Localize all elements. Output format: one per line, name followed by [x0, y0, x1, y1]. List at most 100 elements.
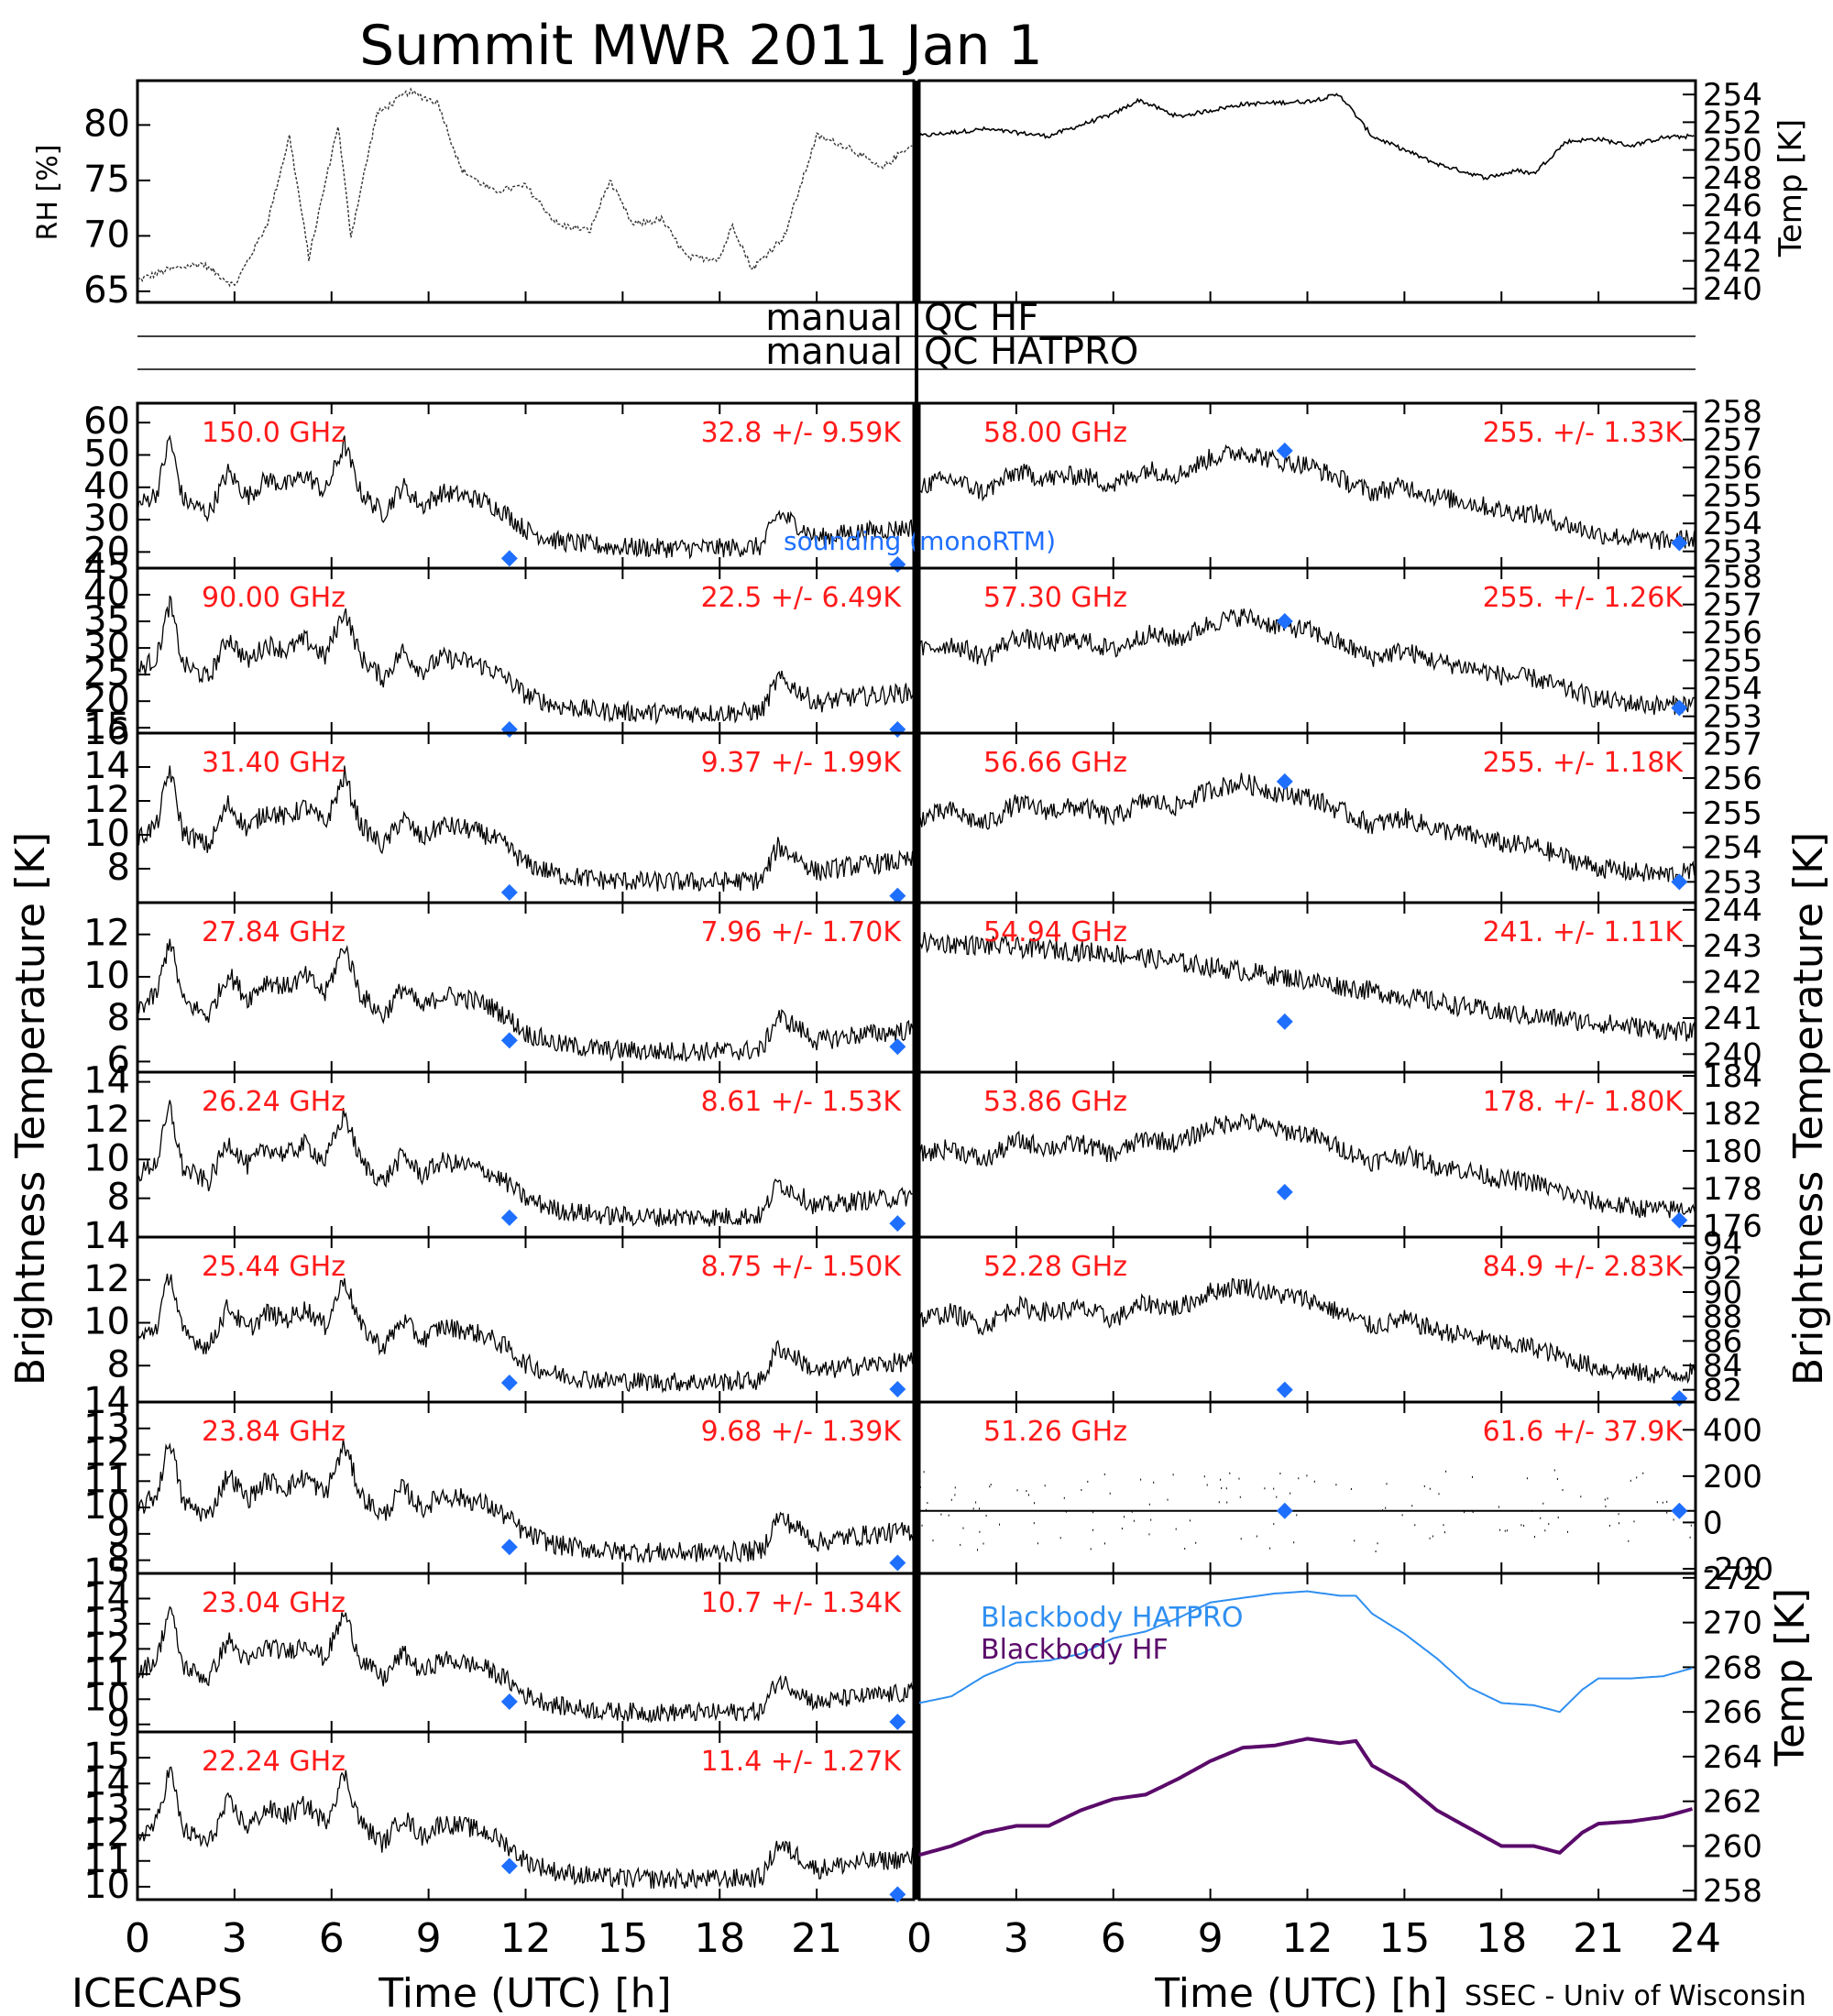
- y-tick-label: 255: [1703, 795, 1762, 832]
- y-tick-label: 14: [83, 1380, 130, 1422]
- y-tick-label: 15: [83, 1736, 130, 1778]
- y-tick-label: 241: [1703, 1001, 1762, 1037]
- y-tick-label: 20: [83, 679, 130, 721]
- stat-label: 241. +/- 1.11K: [1483, 916, 1685, 948]
- tb-series-line: [918, 608, 1696, 716]
- chart-title: Summit MWR 2011 Jan 1: [359, 14, 1043, 78]
- tb-series-line: [137, 765, 915, 893]
- rh-tick-label: 80: [83, 103, 130, 145]
- blackbody-axis-label: Temp [K]: [1767, 1588, 1814, 1767]
- temp-tick-label: 254: [1703, 77, 1762, 114]
- temp-axis-label: Temp [K]: [1773, 119, 1809, 257]
- y-tick-label: 90: [1703, 1275, 1742, 1311]
- x-tick-label: 9: [416, 1915, 442, 1962]
- stat-label: 8.75 +/- 1.50K: [701, 1251, 903, 1283]
- x-tick-label: 24: [1670, 1915, 1721, 1962]
- blackbody-tick-label: 268: [1703, 1649, 1762, 1686]
- sounding-marker: [500, 1209, 518, 1226]
- frequency-label: 54.94 GHz: [983, 916, 1127, 948]
- y-tick-label: 12: [83, 1813, 130, 1856]
- blackbody-tick-label: 264: [1703, 1739, 1762, 1776]
- stat-label: 255. +/- 1.33K: [1483, 417, 1685, 449]
- sounding-marker: [1276, 1381, 1293, 1398]
- tb-series-line: [918, 932, 1696, 1044]
- y-tick-label: 10: [83, 813, 130, 855]
- rh-tick-label: 75: [83, 159, 130, 201]
- y-tick-label: 14: [83, 1215, 130, 1257]
- legend-blackbody-hf: Blackbody HF: [981, 1634, 1169, 1666]
- sounding-marker: [500, 1032, 518, 1049]
- y-axis-label-right: Brightness Temperature [K]: [1785, 832, 1832, 1386]
- y-tick-label: 16: [83, 711, 130, 753]
- y-tick-label: 255: [1703, 643, 1762, 680]
- y-tick-label: 178: [1703, 1171, 1762, 1208]
- y-tick-label: 50: [83, 433, 130, 475]
- legend-blackbody-hatpro: Blackbody HATPRO: [981, 1602, 1244, 1634]
- footer-icecaps: ICECAPS: [71, 1970, 243, 2016]
- tb-series-line: [137, 1605, 915, 1724]
- sounding-marker: [500, 883, 518, 901]
- rh-tick-label: 65: [83, 269, 130, 312]
- y-tick-label: 256: [1703, 450, 1762, 487]
- y-tick-label: 12: [83, 1627, 130, 1669]
- sounding-marker: [1671, 699, 1688, 717]
- x-axis-label-left: Time (UTC) [h]: [378, 1970, 671, 2016]
- stat-label: 9.68 +/- 1.39K: [701, 1416, 903, 1448]
- frequency-label: 31.40 GHz: [202, 747, 346, 779]
- qc-hf-label: QC HF: [924, 297, 1038, 339]
- y-tick-label: 258: [1703, 559, 1762, 596]
- y-tick-label: 30: [83, 498, 130, 540]
- x-tick-label: 3: [1004, 1915, 1029, 1962]
- y-tick-label: 9: [107, 1703, 130, 1745]
- stat-label: 61.6 +/- 37.9K: [1483, 1416, 1685, 1448]
- stat-label: 255. +/- 1.26K: [1483, 582, 1685, 614]
- y-tick-label: 0: [1703, 1505, 1723, 1541]
- sounding-marker: [1276, 1502, 1293, 1519]
- x-tick-label: 21: [1573, 1915, 1624, 1962]
- y-tick-label: 30: [83, 626, 130, 668]
- y-tick-label: 244: [1703, 893, 1762, 929]
- time-axes: 0 3 6 9 12 15 18 21 0 3 6 9 12 15 18 21 24 Time (UTC) [h]…: [125, 403, 1721, 2016]
- blackbody-tick-label: 260: [1703, 1828, 1762, 1865]
- y-tick-label: 253: [1703, 864, 1762, 901]
- tb-series-line: [137, 1439, 915, 1564]
- tb-series-line: [137, 595, 915, 726]
- y-tick-label: 182: [1703, 1096, 1762, 1133]
- stat-label: 9.37 +/- 1.99K: [701, 747, 903, 779]
- sounding-marker: [889, 887, 906, 904]
- y-tick-label: 9: [107, 1512, 130, 1554]
- y-tick-label: 10: [83, 1137, 130, 1179]
- frequency-label: 22.24 GHz: [202, 1746, 346, 1778]
- y-tick-label: 40: [83, 573, 130, 615]
- y-tick-label: 8: [107, 1539, 130, 1581]
- sounding-marker: [1671, 534, 1688, 552]
- rh-series-line: [137, 87, 913, 288]
- y-tick-label: 242: [1703, 965, 1762, 1002]
- tb-series-line: [918, 444, 1696, 550]
- y-tick-label: 15: [83, 1551, 130, 1594]
- sounding-marker: [500, 550, 518, 567]
- y-tick-label: 12: [83, 1433, 130, 1475]
- y-tick-label: 257: [1703, 587, 1762, 624]
- sounding-marker: [889, 1215, 906, 1233]
- qc-strip: manual QC HF manual QC HATPRO: [137, 81, 1696, 403]
- y-tick-label: 256: [1703, 615, 1762, 652]
- frequency-label: 150.0 GHz: [202, 417, 346, 449]
- y-tick-label: 88: [1703, 1299, 1742, 1336]
- sounding-marker: [889, 1886, 906, 1903]
- y-tick-label: 60: [83, 400, 130, 443]
- tb-series-line: [918, 1277, 1696, 1385]
- qc-manual-label-1: manual: [765, 297, 903, 339]
- y-tick-label: -200: [1703, 1551, 1773, 1588]
- y-tick-label: 253: [1703, 534, 1762, 571]
- y-tick-label: 200: [1703, 1459, 1762, 1496]
- tb-noise-points: [919, 1469, 1692, 1552]
